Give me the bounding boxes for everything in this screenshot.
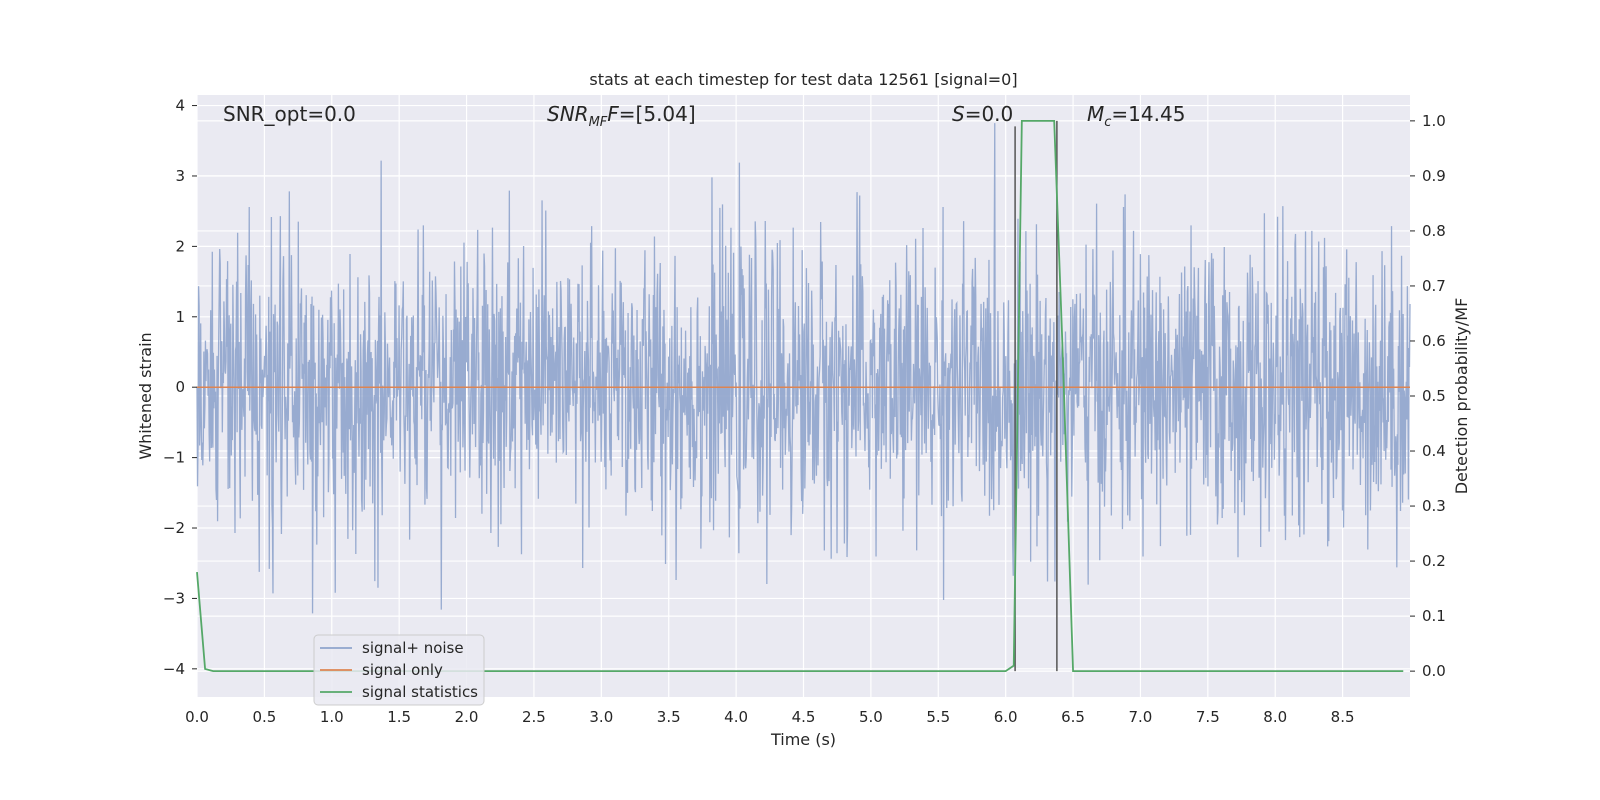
- series-lines: [196, 119, 1410, 673]
- signal-statistics-line: [196, 119, 1404, 673]
- mc-main: M: [1087, 102, 1104, 126]
- y2-tick-label: 0.3: [1422, 497, 1446, 515]
- y-axis-label: Whitened strain: [136, 332, 155, 459]
- y-tick-label: 0: [175, 378, 185, 396]
- y-tick-label: −1: [163, 449, 185, 467]
- snr-mf-annotation: SNRMFF=[5.04]: [547, 102, 696, 130]
- x-tick-label: 8.0: [1263, 708, 1287, 726]
- x-tick-label: 6.5: [1061, 708, 1085, 726]
- y-tick-label: −2: [163, 519, 185, 537]
- y-tick-label: −3: [163, 589, 185, 607]
- y-tick-label: 2: [175, 237, 185, 255]
- x-tick-label: 5.0: [859, 708, 883, 726]
- y2-tick-label: 0.9: [1422, 167, 1446, 185]
- x-tick-label: 1.0: [320, 708, 344, 726]
- y2-tick-label: 0.6: [1422, 332, 1446, 350]
- x-tick-label: 2.0: [455, 708, 479, 726]
- x-tick-label: 2.5: [522, 708, 546, 726]
- y2-axis-label: Detection probability/MF: [1452, 298, 1471, 495]
- y2-tick-label: 0.7: [1422, 277, 1446, 295]
- x-tick-label: 3.5: [657, 708, 681, 726]
- snr-mf-main: SNR: [547, 102, 589, 126]
- y2-tick-label: 1.0: [1422, 112, 1446, 130]
- s-main: S: [952, 102, 965, 126]
- y2-tick-label: 0.1: [1422, 607, 1446, 625]
- y-tick-label: 4: [175, 97, 185, 115]
- y2-tick-label: 0.2: [1422, 552, 1446, 570]
- y-tick-label: 1: [175, 308, 185, 326]
- legend-box: [313, 634, 485, 706]
- snr-opt-annotation: SNR_opt=0.0: [223, 102, 356, 126]
- signal-noise-line: [196, 123, 1411, 614]
- x-tick-label: 4.5: [792, 708, 816, 726]
- snr-mf-f: F: [607, 102, 619, 126]
- snr-mf-sub: MF: [589, 115, 608, 130]
- x-tick-label: 6.0: [994, 708, 1018, 726]
- mc-annotation: Mc=14.45: [1087, 102, 1185, 130]
- ticks: 0.0 0.5 1.0 1.5 2.0 2.5 3.0 3.5 4.0 4.5 5.0 5.5 6.0 6…: [163, 97, 1446, 726]
- y2-tick-label: 0.8: [1422, 222, 1446, 240]
- x-tick-label: 8.5: [1331, 708, 1355, 726]
- y2-tick-label: 0.5: [1422, 387, 1446, 405]
- legend-label: signal only: [362, 661, 443, 679]
- y-tick-label: 3: [175, 167, 185, 185]
- x-tick-label: 7.5: [1196, 708, 1220, 726]
- y2-tick-label: 0.4: [1422, 442, 1446, 460]
- y-tick-label: −4: [163, 660, 185, 678]
- s-annotation: S=0.0: [952, 102, 1013, 126]
- y2-tick-label: 0.0: [1422, 662, 1446, 680]
- snr-mf-value: =[5.04]: [619, 102, 696, 126]
- mc-value: =14.45: [1111, 102, 1185, 126]
- x-tick-label: 5.5: [926, 708, 950, 726]
- signal-noise-series: [196, 123, 1411, 614]
- x-tick-label: 0.0: [185, 708, 209, 726]
- x-tick-label: 1.5: [387, 708, 411, 726]
- x-axis-label: Time (s): [770, 730, 836, 749]
- chart-title: stats at each timestep for test data 125…: [589, 70, 1017, 89]
- x-tick-label: 4.0: [724, 708, 748, 726]
- x-tick-label: 3.0: [589, 708, 613, 726]
- legend-label: signal+ noise: [362, 639, 464, 657]
- legend: signal+ noise signal only signal statistic…: [313, 634, 485, 706]
- legend-label: signal statistics: [362, 683, 478, 701]
- mc-sub: c: [1104, 115, 1111, 130]
- x-tick-label: 0.5: [252, 708, 276, 726]
- x-tick-label: 7.0: [1129, 708, 1153, 726]
- s-value: =0.0: [965, 102, 1014, 126]
